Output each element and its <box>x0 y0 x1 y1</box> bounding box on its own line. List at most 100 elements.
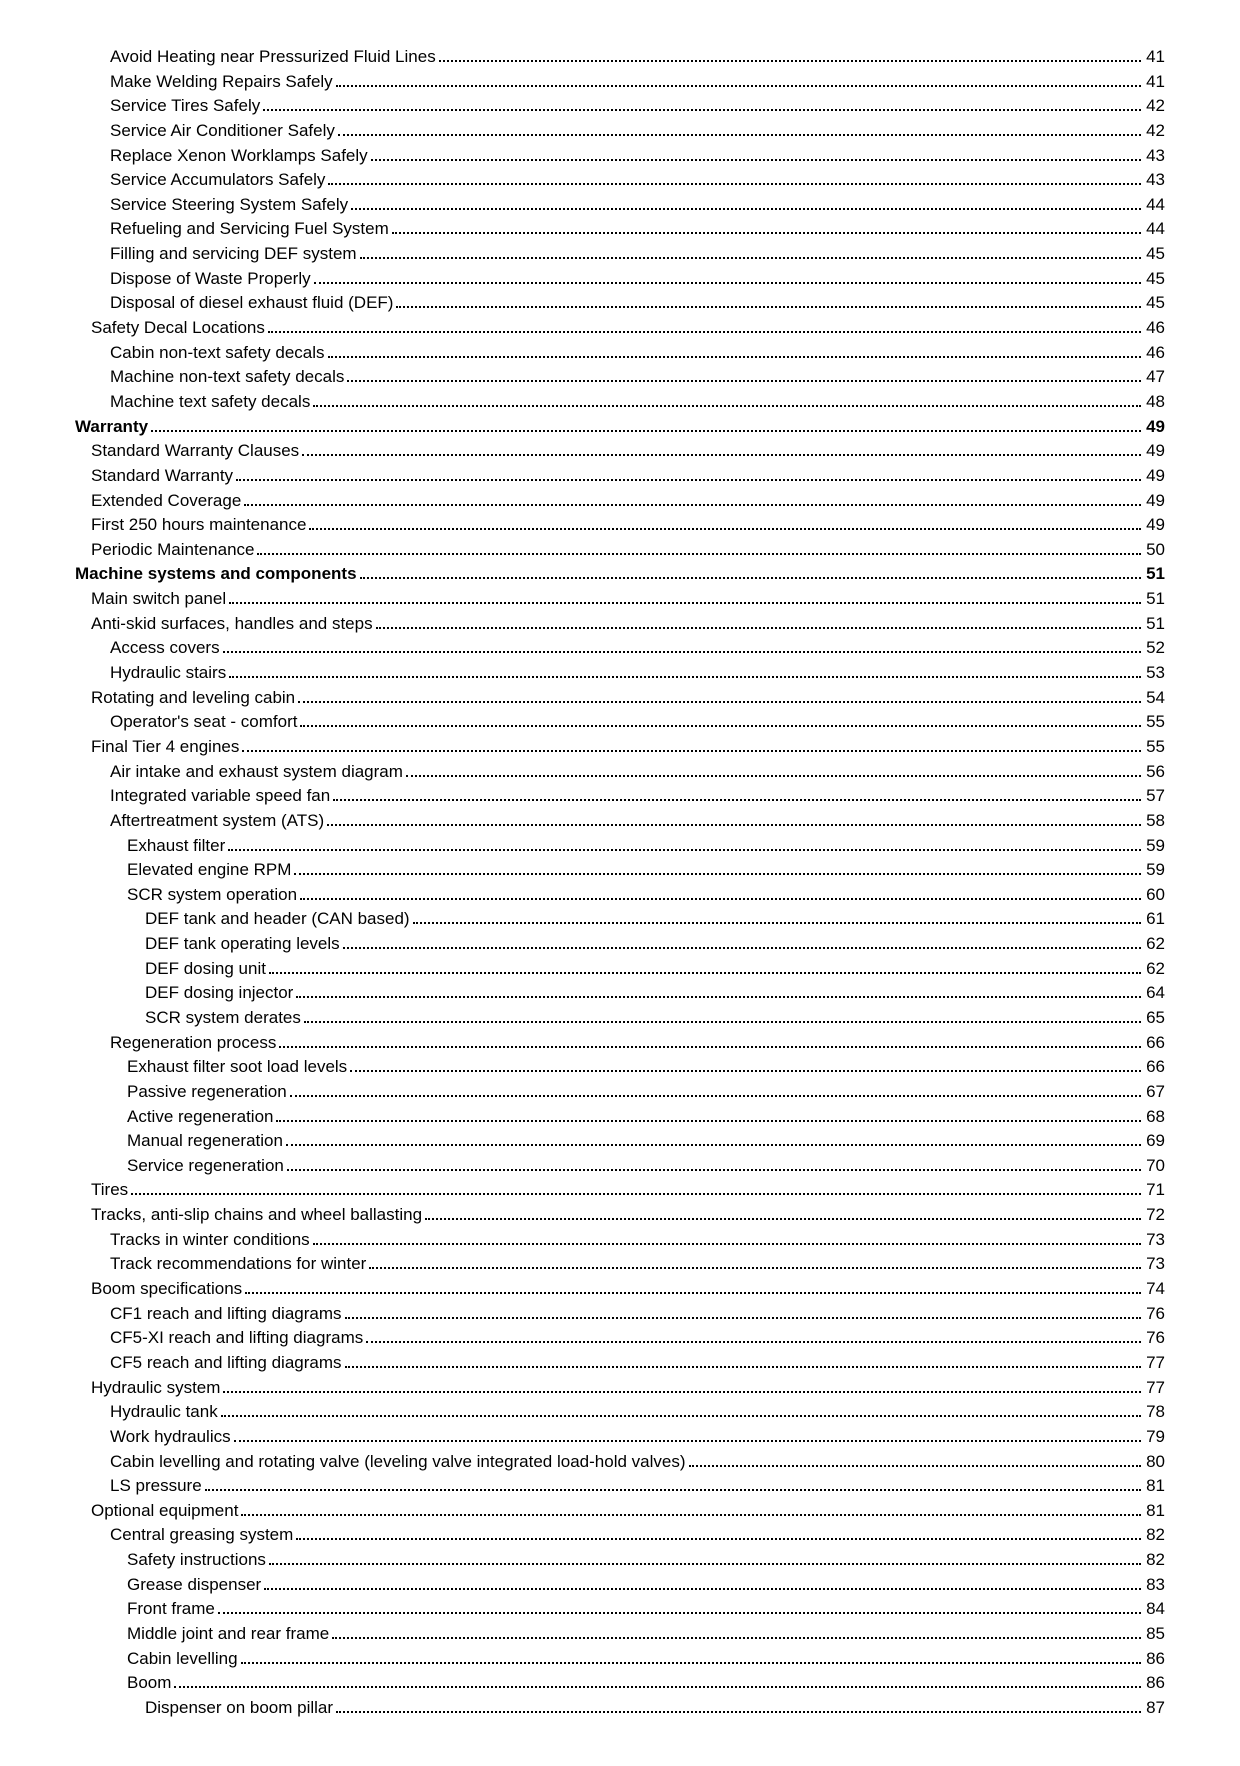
toc-entry[interactable]: Filling and servicing DEF system45 <box>75 242 1165 267</box>
toc-entry[interactable]: Machine systems and components51 <box>75 562 1165 587</box>
toc-entry[interactable]: Extended Coverage49 <box>75 489 1165 514</box>
toc-entry[interactable]: Machine non-text safety decals47 <box>75 365 1165 390</box>
toc-entry[interactable]: Service regeneration70 <box>75 1154 1165 1179</box>
toc-entry[interactable]: CF5 reach and lifting diagrams77 <box>75 1351 1165 1376</box>
toc-leader <box>413 922 1141 924</box>
toc-entry[interactable]: Main switch panel51 <box>75 587 1165 612</box>
toc-entry[interactable]: Passive regeneration67 <box>75 1080 1165 1105</box>
toc-entry[interactable]: Service Tires Safely42 <box>75 94 1165 119</box>
toc-entry-page: 51 <box>1144 562 1165 587</box>
toc-entry[interactable]: Cabin levelling86 <box>75 1647 1165 1672</box>
toc-entry-page: 62 <box>1144 957 1165 982</box>
toc-entry-page: 71 <box>1144 1178 1165 1203</box>
toc-entry-title: Work hydraulics <box>110 1425 231 1450</box>
toc-entry-title: Standard Warranty Clauses <box>91 439 299 464</box>
toc-entry[interactable]: Front frame84 <box>75 1597 1165 1622</box>
toc-entry-page: 53 <box>1144 661 1165 686</box>
toc-entry[interactable]: Replace Xenon Worklamps Safely43 <box>75 144 1165 169</box>
toc-entry[interactable]: Safety Decal Locations46 <box>75 316 1165 341</box>
toc-leader <box>296 1538 1141 1540</box>
toc-entry-page: 56 <box>1144 760 1165 785</box>
toc-entry[interactable]: Final Tier 4 engines55 <box>75 735 1165 760</box>
toc-entry[interactable]: Air intake and exhaust system diagram56 <box>75 760 1165 785</box>
toc-entry-page: 45 <box>1144 291 1165 316</box>
toc-entry[interactable]: Elevated engine RPM59 <box>75 858 1165 883</box>
toc-entry[interactable]: Cabin non-text safety decals46 <box>75 341 1165 366</box>
toc-entry[interactable]: Refueling and Servicing Fuel System44 <box>75 217 1165 242</box>
toc-entry[interactable]: DEF dosing injector64 <box>75 981 1165 1006</box>
toc-entry[interactable]: Active regeneration68 <box>75 1105 1165 1130</box>
toc-entry[interactable]: Access covers52 <box>75 636 1165 661</box>
toc-leader <box>314 282 1141 284</box>
toc-entry[interactable]: LS pressure81 <box>75 1474 1165 1499</box>
toc-entry-title: Make Welding Repairs Safely <box>110 70 333 95</box>
toc-entry[interactable]: Warranty49 <box>75 415 1165 440</box>
toc-entry[interactable]: Operator's seat - comfort55 <box>75 710 1165 735</box>
toc-entry[interactable]: Service Steering System Safely44 <box>75 193 1165 218</box>
toc-entry[interactable]: Grease dispenser 83 <box>75 1573 1165 1598</box>
toc-entry[interactable]: CF5-XI reach and lifting diagrams76 <box>75 1326 1165 1351</box>
toc-entry-title: Service regeneration <box>127 1154 284 1179</box>
toc-entry[interactable]: Periodic Maintenance50 <box>75 538 1165 563</box>
toc-entry-title: Replace Xenon Worklamps Safely <box>110 144 368 169</box>
toc-entry[interactable]: Disposal of diesel exhaust fluid (DEF)45 <box>75 291 1165 316</box>
toc-entry[interactable]: Integrated variable speed fan57 <box>75 784 1165 809</box>
toc-entry[interactable]: Manual regeneration69 <box>75 1129 1165 1154</box>
toc-entry[interactable]: DEF tank and header (CAN based)61 <box>75 907 1165 932</box>
toc-entry[interactable]: Rotating and leveling cabin54 <box>75 686 1165 711</box>
toc-entry[interactable]: Central greasing system82 <box>75 1523 1165 1548</box>
toc-entry[interactable]: Exhaust filter soot load levels66 <box>75 1055 1165 1080</box>
toc-entry[interactable]: Regeneration process66 <box>75 1031 1165 1056</box>
toc-entry[interactable]: Cabin levelling and rotating valve (leve… <box>75 1450 1165 1475</box>
toc-entry-title: Dispose of Waste Properly <box>110 267 311 292</box>
toc-entry[interactable]: Machine text safety decals48 <box>75 390 1165 415</box>
toc-entry-title: Grease dispenser <box>127 1573 261 1598</box>
toc-leader <box>294 873 1141 875</box>
toc-entry[interactable]: Standard Warranty49 <box>75 464 1165 489</box>
toc-entry-title: SCR system derates <box>145 1006 301 1031</box>
toc-entry-page: 54 <box>1144 686 1165 711</box>
toc-entry-title: Regeneration process <box>110 1031 276 1056</box>
toc-entry[interactable]: Hydraulic tank78 <box>75 1400 1165 1425</box>
toc-entry-page: 57 <box>1144 784 1165 809</box>
toc-entry-title: Safety instructions <box>127 1548 266 1573</box>
toc-entry-page: 48 <box>1144 390 1165 415</box>
toc-entry[interactable]: Tires71 <box>75 1178 1165 1203</box>
toc-entry[interactable]: Boom86 <box>75 1671 1165 1696</box>
toc-entry[interactable]: First 250 hours maintenance49 <box>75 513 1165 538</box>
toc-entry-page: 61 <box>1144 907 1165 932</box>
toc-entry[interactable]: Boom specifications74 <box>75 1277 1165 1302</box>
toc-entry[interactable]: Dispose of Waste Properly45 <box>75 267 1165 292</box>
toc-entry-page: 49 <box>1144 439 1165 464</box>
toc-entry[interactable]: CF1 reach and lifting diagrams76 <box>75 1302 1165 1327</box>
toc-leader <box>309 528 1141 530</box>
toc-entry[interactable]: Tracks in winter conditions73 <box>75 1228 1165 1253</box>
toc-entry-page: 83 <box>1144 1573 1165 1598</box>
toc-leader <box>351 208 1141 210</box>
toc-entry-page: 73 <box>1144 1252 1165 1277</box>
toc-entry[interactable]: Tracks, anti-slip chains and wheel balla… <box>75 1203 1165 1228</box>
toc-entry[interactable]: Exhaust filter59 <box>75 834 1165 859</box>
toc-entry[interactable]: Middle joint and rear frame85 <box>75 1622 1165 1647</box>
toc-entry[interactable]: Standard Warranty Clauses 49 <box>75 439 1165 464</box>
toc-entry[interactable]: Anti-skid surfaces, handles and steps51 <box>75 612 1165 637</box>
toc-entry[interactable]: Service Accumulators Safely43 <box>75 168 1165 193</box>
toc-entry[interactable]: Dispenser on boom pillar87 <box>75 1696 1165 1721</box>
toc-entry[interactable]: SCR system derates65 <box>75 1006 1165 1031</box>
toc-entry[interactable]: DEF tank operating levels62 <box>75 932 1165 957</box>
toc-entry[interactable]: Make Welding Repairs Safely41 <box>75 70 1165 95</box>
toc-entry[interactable]: Optional equipment81 <box>75 1499 1165 1524</box>
toc-entry-title: Safety Decal Locations <box>91 316 265 341</box>
toc-entry-title: CF5 reach and lifting diagrams <box>110 1351 342 1376</box>
toc-entry[interactable]: DEF dosing unit62 <box>75 957 1165 982</box>
toc-entry-page: 78 <box>1144 1400 1165 1425</box>
toc-entry[interactable]: Hydraulic system77 <box>75 1376 1165 1401</box>
toc-entry[interactable]: Avoid Heating near Pressurized Fluid Lin… <box>75 45 1165 70</box>
toc-entry[interactable]: Hydraulic stairs53 <box>75 661 1165 686</box>
toc-entry[interactable]: Service Air Conditioner Safely42 <box>75 119 1165 144</box>
toc-entry[interactable]: Track recommendations for winter73 <box>75 1252 1165 1277</box>
toc-entry[interactable]: Work hydraulics79 <box>75 1425 1165 1450</box>
toc-entry[interactable]: Aftertreatment system (ATS)58 <box>75 809 1165 834</box>
toc-entry[interactable]: Safety instructions82 <box>75 1548 1165 1573</box>
toc-entry[interactable]: SCR system operation60 <box>75 883 1165 908</box>
